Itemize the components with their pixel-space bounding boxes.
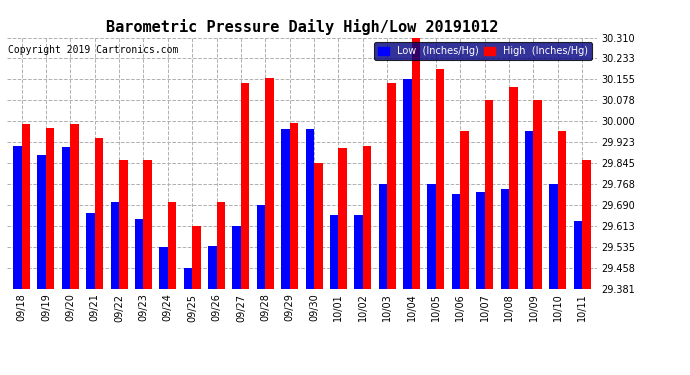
- Bar: [86, 213, 95, 289]
- Bar: [379, 183, 387, 289]
- Bar: [241, 82, 250, 289]
- Text: Copyright 2019 Cartronics.com: Copyright 2019 Cartronics.com: [8, 45, 179, 55]
- Bar: [144, 160, 152, 289]
- Bar: [582, 160, 591, 289]
- Bar: [168, 202, 177, 289]
- Bar: [306, 129, 314, 289]
- Bar: [290, 123, 298, 289]
- Bar: [509, 87, 518, 289]
- Legend: Low  (Inches/Hg), High  (Inches/Hg): Low (Inches/Hg), High (Inches/Hg): [374, 42, 592, 60]
- Bar: [135, 219, 144, 289]
- Bar: [338, 148, 347, 289]
- Bar: [266, 78, 274, 289]
- Title: Barometric Pressure Daily High/Low 20191012: Barometric Pressure Daily High/Low 20191…: [106, 19, 498, 35]
- Bar: [95, 138, 103, 289]
- Bar: [533, 100, 542, 289]
- Bar: [558, 131, 566, 289]
- Bar: [119, 160, 128, 289]
- Bar: [403, 80, 411, 289]
- Bar: [257, 205, 266, 289]
- Bar: [314, 163, 323, 289]
- Bar: [281, 129, 290, 289]
- Bar: [70, 124, 79, 289]
- Bar: [500, 189, 509, 289]
- Bar: [184, 268, 193, 289]
- Bar: [525, 131, 533, 289]
- Bar: [193, 226, 201, 289]
- Bar: [363, 146, 371, 289]
- Bar: [46, 128, 55, 289]
- Bar: [354, 215, 363, 289]
- Bar: [110, 202, 119, 289]
- Bar: [61, 147, 70, 289]
- Bar: [21, 124, 30, 289]
- Bar: [330, 215, 338, 289]
- Bar: [411, 38, 420, 289]
- Bar: [573, 221, 582, 289]
- Bar: [436, 69, 444, 289]
- Bar: [484, 100, 493, 289]
- Bar: [476, 192, 484, 289]
- Bar: [452, 194, 460, 289]
- Bar: [387, 82, 396, 289]
- Bar: [460, 131, 469, 289]
- Bar: [13, 147, 21, 289]
- Bar: [427, 184, 436, 289]
- Bar: [208, 246, 217, 289]
- Bar: [37, 155, 46, 289]
- Bar: [233, 226, 241, 289]
- Bar: [217, 202, 225, 289]
- Bar: [549, 184, 558, 289]
- Bar: [159, 247, 168, 289]
